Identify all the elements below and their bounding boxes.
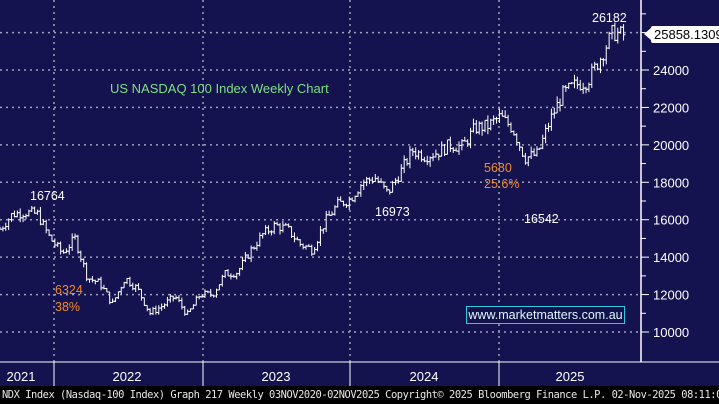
chart-title: US NASDAQ 100 Index Weekly Chart bbox=[110, 81, 329, 96]
y-tick-label: 14000 bbox=[653, 250, 689, 265]
annotation-drawdown-2025-points: 5680 bbox=[484, 161, 512, 175]
annotation-high-2025: 26182 bbox=[592, 11, 627, 25]
annotation-drawdown-2022-pct: 38% bbox=[55, 300, 81, 314]
footer-source: NDX Index (Nasdaq-100 Index) Graph 217 W… bbox=[2, 389, 719, 401]
y-tick-label: 12000 bbox=[653, 288, 689, 303]
y-tick-label: 22000 bbox=[653, 100, 689, 115]
plot-area bbox=[0, 0, 641, 362]
x-tick-label: 2024 bbox=[410, 369, 439, 384]
x-axis-area bbox=[0, 362, 719, 386]
y-tick-label: 10000 bbox=[653, 325, 689, 340]
watermark-url: www.marketmatters.com.au bbox=[466, 306, 625, 324]
annotation-drawdown-2025-pct: 25.6% bbox=[484, 177, 520, 191]
x-tick-label: 2023 bbox=[262, 369, 291, 384]
annotation-peak-2021: 16764 bbox=[30, 189, 65, 203]
x-tick-label: 2021 bbox=[7, 369, 36, 384]
annotation-low-2024: 16973 bbox=[375, 205, 410, 219]
last-price-label: 25858.1309 bbox=[644, 26, 719, 43]
annotation-low-2025: 16542 bbox=[524, 212, 559, 226]
x-tick-label: 2022 bbox=[113, 369, 142, 384]
y-tick-label: 20000 bbox=[653, 138, 689, 153]
x-tick-label: 2025 bbox=[556, 369, 585, 384]
y-tick-label: 16000 bbox=[653, 213, 689, 228]
y-tick-label: 18000 bbox=[653, 175, 689, 190]
y-tick-label: 24000 bbox=[653, 63, 689, 78]
y-axis-area bbox=[641, 0, 719, 362]
annotation-drawdown-2022-points: 6324 bbox=[55, 283, 83, 297]
